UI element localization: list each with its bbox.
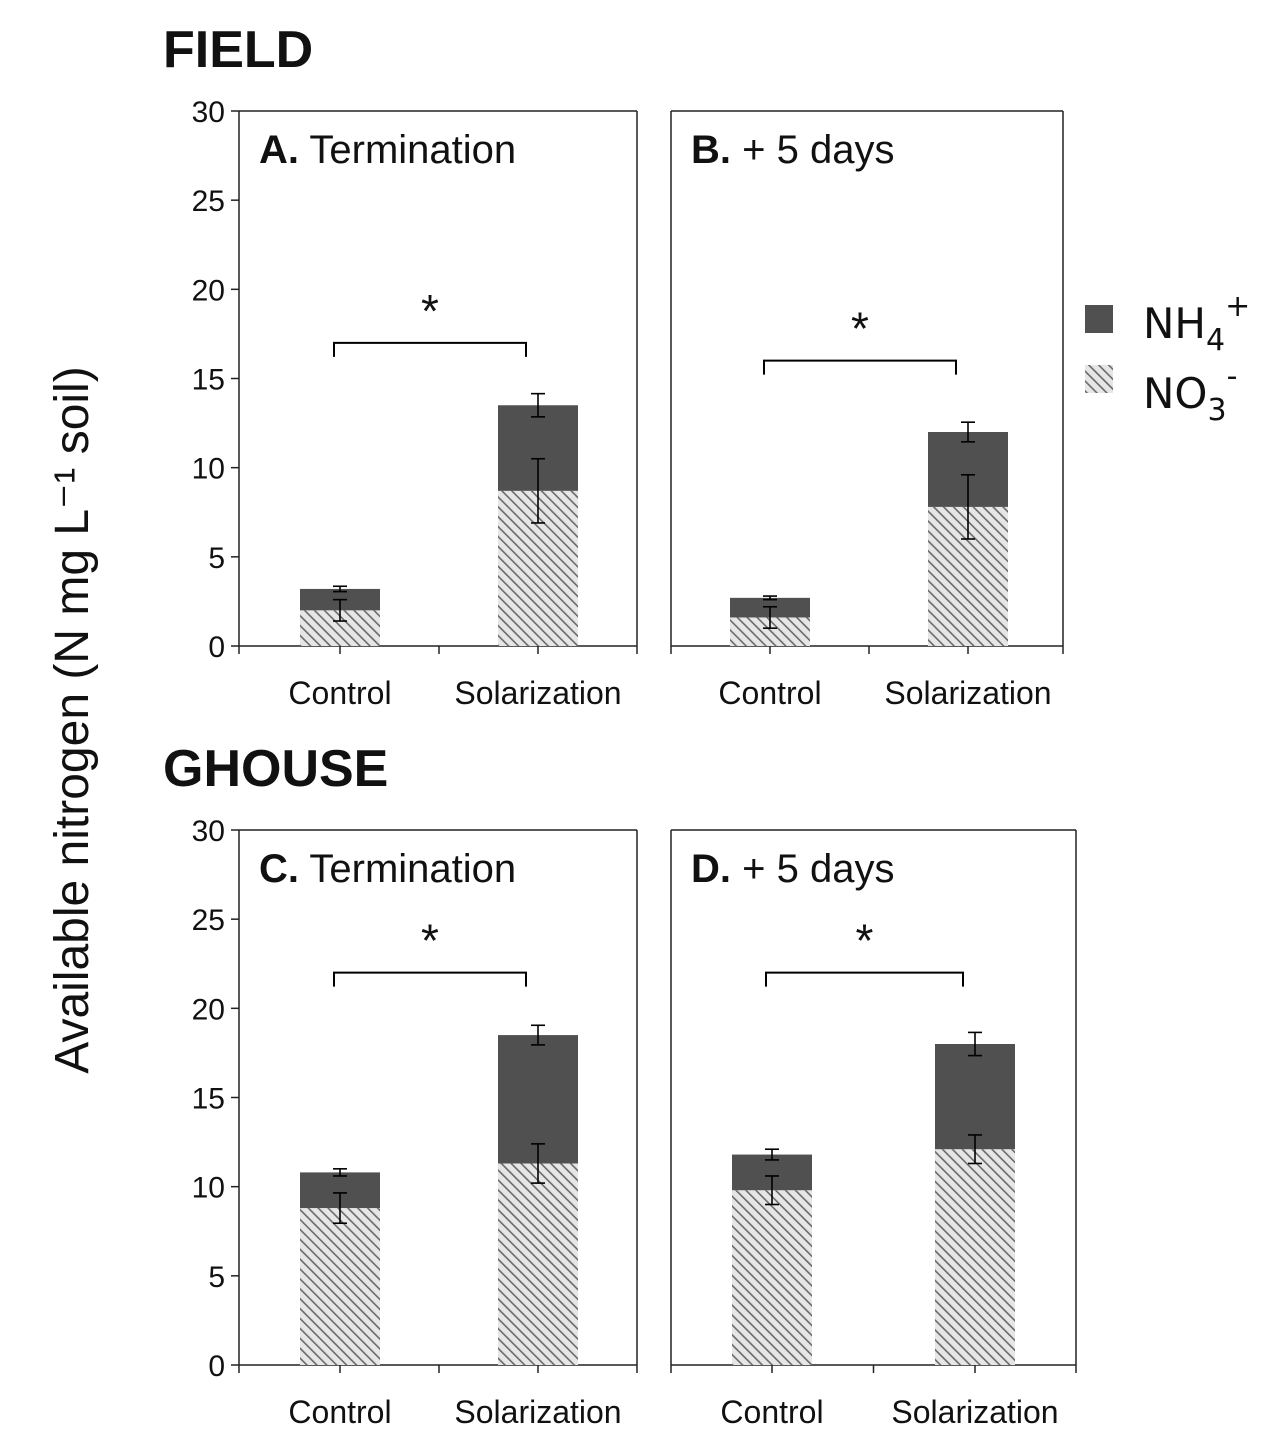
y-tick-label: 20: [192, 274, 225, 307]
legend-swatch-no3: [1085, 365, 1113, 393]
y-tick-label: 20: [192, 993, 225, 1026]
category-label: Control: [288, 1394, 391, 1430]
panel-title-text: + 5 days: [731, 128, 894, 172]
bar-no3: [935, 1149, 1015, 1365]
y-tick-label: 30: [192, 815, 225, 848]
section-title-ghouse: GHOUSE: [163, 740, 388, 798]
chart-panels: 0 5 10 15 20 25 30 Control Solarization A. Termin…: [192, 96, 1077, 1430]
legend-swatch-nh4: [1085, 305, 1113, 333]
category-label: Solarization: [891, 1394, 1058, 1430]
significance-star: *: [421, 915, 439, 967]
legend-label-nh4: NH4+: [1143, 289, 1250, 358]
y-tick-label: 5: [208, 542, 225, 575]
legend: NH4+ NO3-: [1085, 289, 1250, 428]
panel-title: C. Termination: [259, 847, 516, 891]
panel-letter: D.: [691, 847, 731, 891]
y-tick-label: 15: [192, 364, 225, 397]
panel-4: Control Solarization D. + 5 days *: [670, 829, 1077, 1430]
significance-bracket: [333, 341, 527, 357]
panel-letter: B.: [691, 128, 731, 172]
legend-label-no3: NO3-: [1143, 359, 1237, 428]
y-tick-label: 5: [208, 1261, 225, 1294]
panel-title: A. Termination: [259, 128, 516, 172]
significance-bracket: [763, 359, 957, 375]
significance-star: *: [856, 915, 874, 967]
panel-2: Control Solarization B. + 5 days *: [670, 110, 1064, 711]
category-label: Solarization: [454, 1394, 621, 1430]
category-label: Control: [720, 1394, 823, 1430]
y-tick-label: 25: [192, 185, 225, 218]
panel-letter: A.: [259, 128, 299, 172]
bar-no3: [732, 1190, 812, 1365]
y-tick-label: 0: [208, 1350, 225, 1383]
category-label: Solarization: [454, 675, 621, 711]
panel-title-text: Termination: [299, 847, 516, 891]
category-label: Solarization: [884, 675, 1051, 711]
y-tick-label: 25: [192, 904, 225, 937]
bar-no3: [498, 1163, 578, 1365]
y-tick-label: 0: [208, 631, 225, 664]
bar-no3: [300, 1208, 380, 1365]
y-tick-label: 30: [192, 96, 225, 129]
panel-1: 0 5 10 15 20 25 30 Control Solarization A. Termin…: [192, 96, 638, 711]
panel-letter: C.: [259, 847, 299, 891]
bar-nh4: [498, 1035, 578, 1164]
significance-bracket: [765, 971, 964, 987]
y-tick-label: 15: [192, 1083, 225, 1116]
significance-bracket: [333, 971, 527, 987]
panel-3: 0 5 10 15 20 25 30 Control Solarization C. Termin…: [192, 815, 638, 1430]
y-tick-label: 10: [192, 453, 225, 486]
panel-title: B. + 5 days: [691, 128, 894, 172]
panel-title-text: Termination: [299, 128, 516, 172]
significance-star: *: [421, 285, 439, 337]
category-label: Control: [288, 675, 391, 711]
panel-title: D. + 5 days: [691, 847, 894, 891]
significance-star: *: [851, 303, 869, 355]
category-label: Control: [718, 675, 821, 711]
y-axis-title: Available nitrogen (N mg L⁻¹ soil): [46, 366, 99, 1073]
y-tick-label: 10: [192, 1172, 225, 1205]
panel-title-text: + 5 days: [731, 847, 894, 891]
section-title-field: FIELD: [163, 21, 313, 79]
bar-nh4: [935, 1044, 1015, 1150]
